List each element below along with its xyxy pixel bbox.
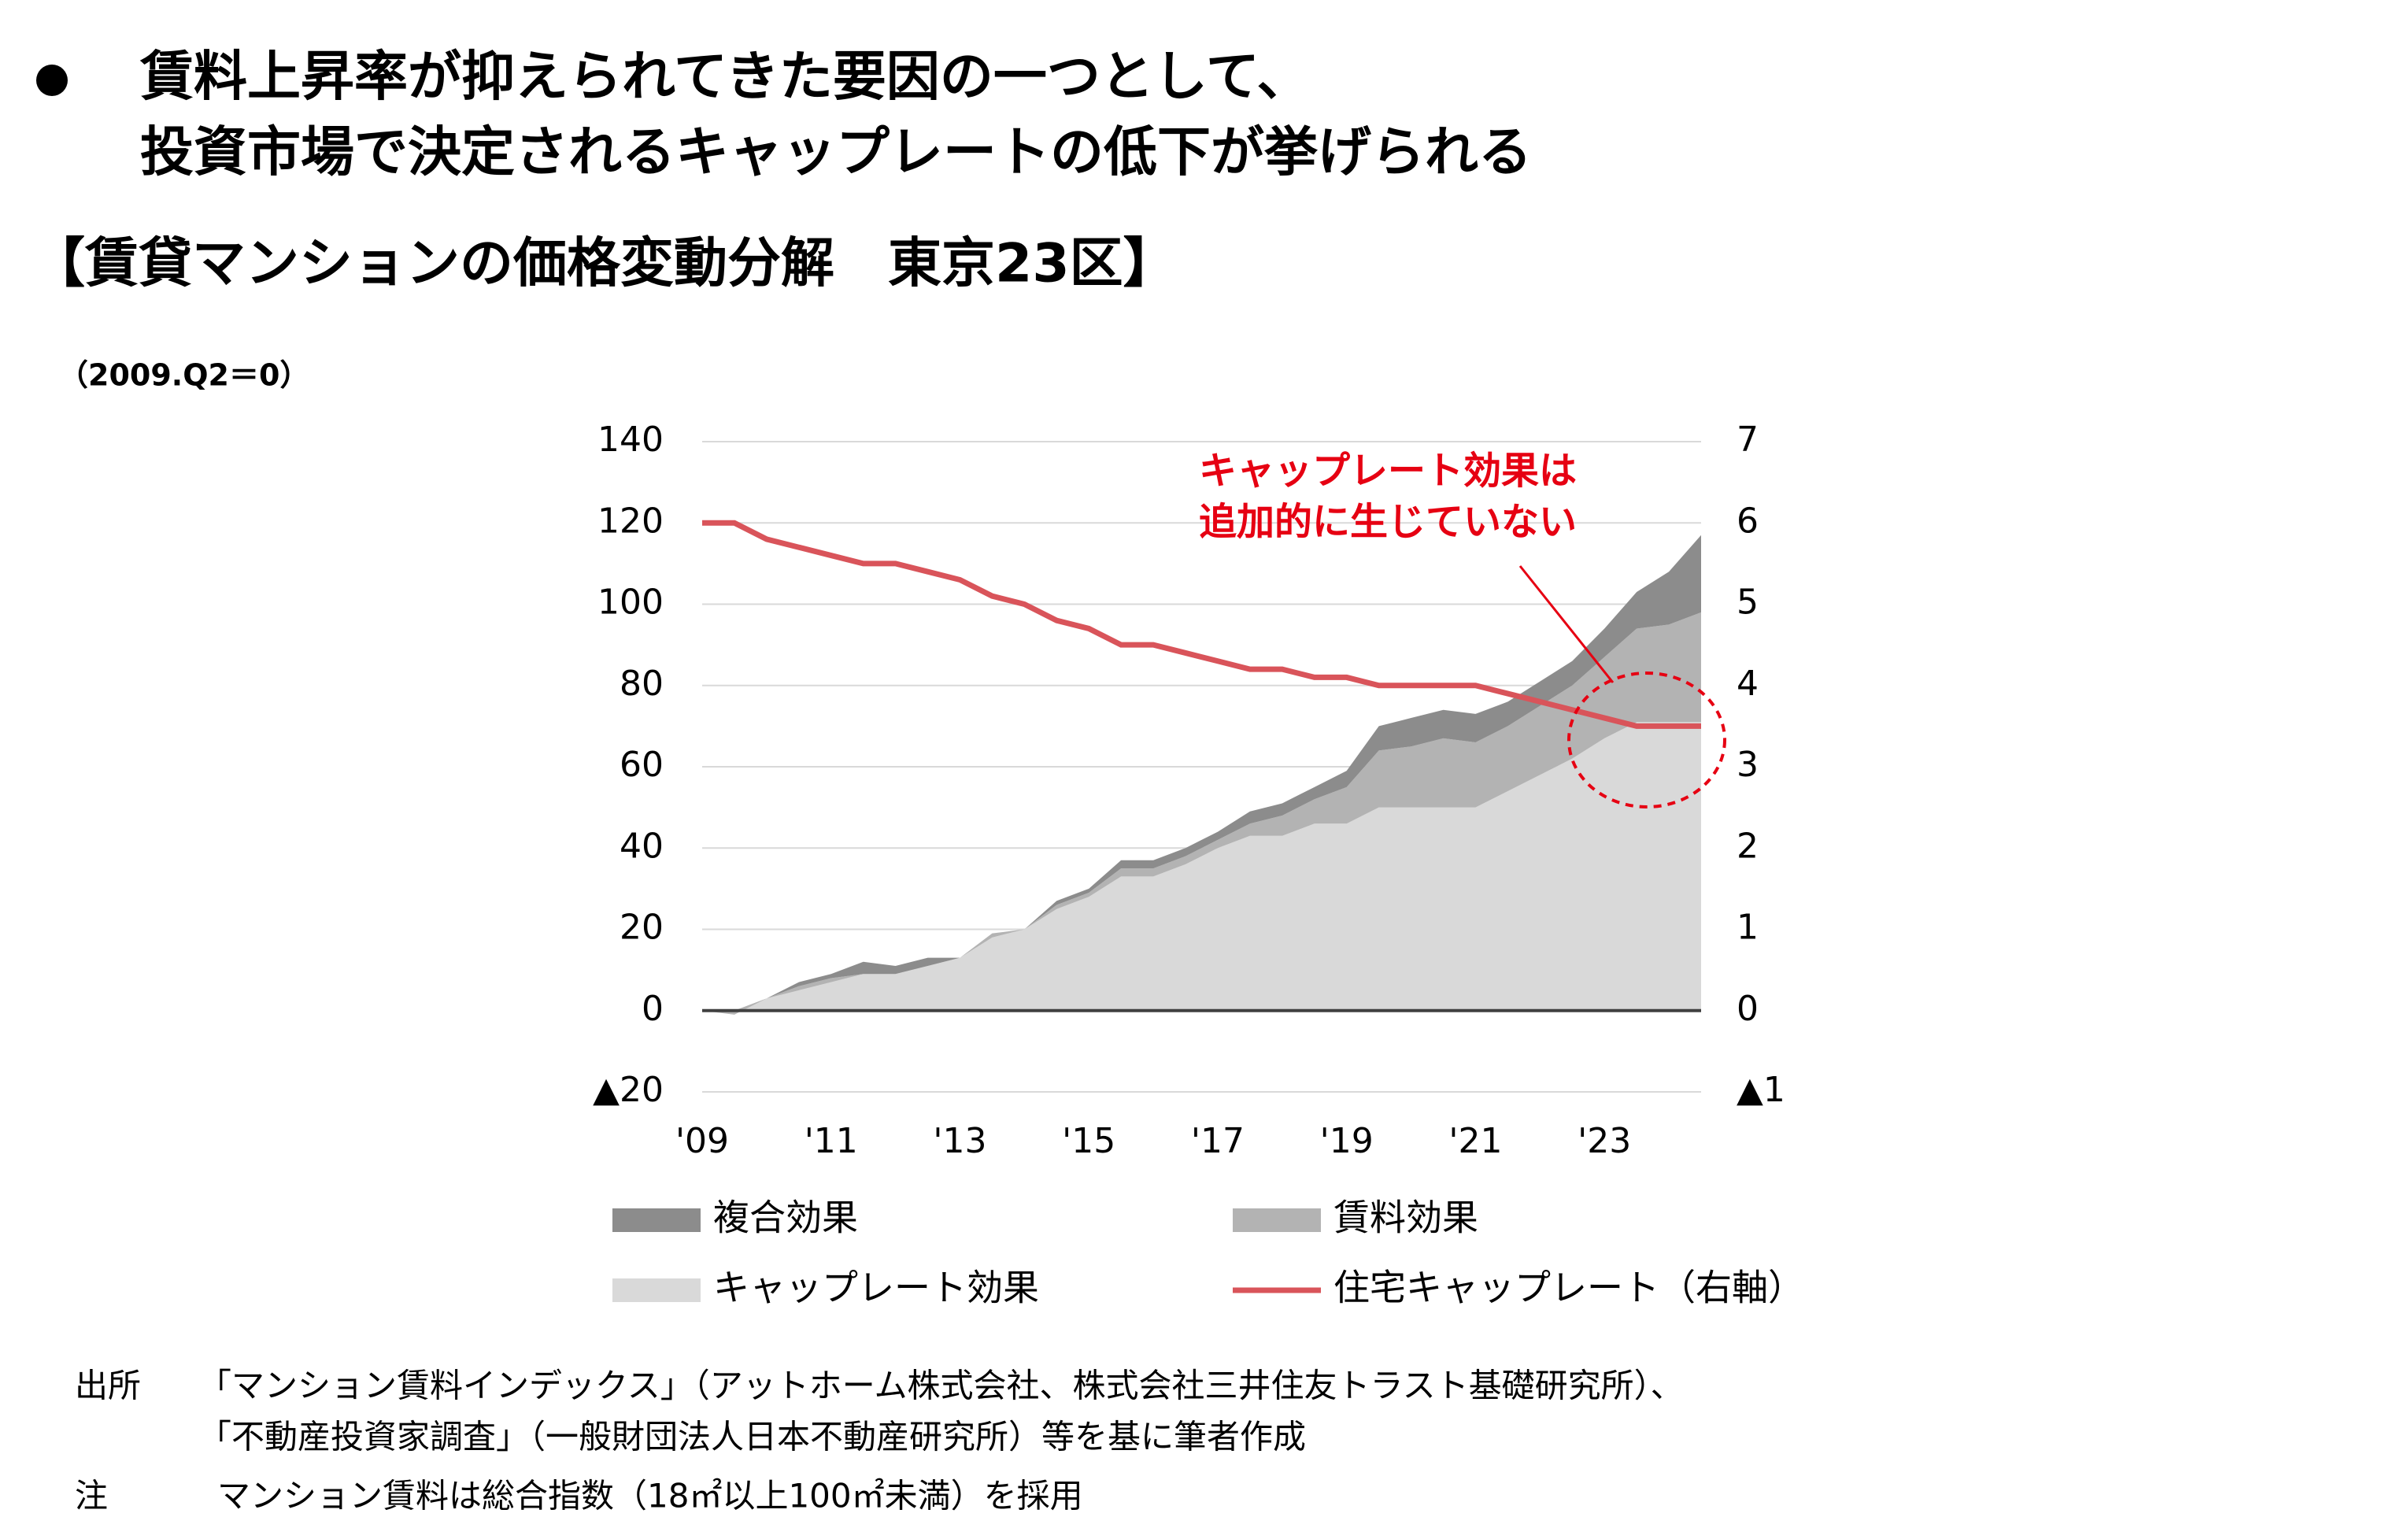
annotation: 追加的に生じていない [1199, 500, 1577, 544]
chart-subtitle: （2009.Q2＝0） [58, 358, 309, 393]
highlight-circle [1567, 672, 1726, 808]
y2-tick-label: 0 [1737, 989, 1759, 1029]
bullet [36, 65, 68, 96]
y2-tick-label: 4 [1737, 664, 1759, 704]
y-tick-label: 60 [620, 745, 664, 785]
note-label: 出所 [75, 1367, 141, 1405]
plot: ▲20 0 20 40 60 80 100 120 140 ▲1 0 1 2 3 4 5 6 7 '09 '11 '13… [593, 420, 1804, 1309]
y-tick-label: 100 [597, 583, 664, 623]
x-tick-label: '09 [675, 1121, 729, 1161]
y2-tick-label: 3 [1737, 745, 1759, 785]
area [702, 722, 1701, 1011]
legend-label: 複合効果 [713, 1197, 858, 1239]
legend-swatch [1233, 1208, 1321, 1232]
legend-swatch [612, 1278, 701, 1302]
note-text: 「不動産投資家調査」（一般財団法人日本不動産研究所）等を基に筆者作成 [198, 1418, 1306, 1456]
line [702, 520, 1701, 729]
note-label: 注 [75, 1477, 108, 1515]
x-tick-label: '19 [1320, 1121, 1374, 1161]
x-tick-label: '15 [1062, 1121, 1115, 1161]
x-tick-label: '13 [933, 1121, 986, 1161]
legend-label: 住宅キャップレート（右軸） [1333, 1267, 1804, 1309]
heading-line: 投資市場で決定されるキャップレートの低下が挙げられる [140, 122, 1532, 184]
note-text: 「マンション賃料インデックス」（アットホーム株式会社、株式会社三井住友トラスト基… [198, 1367, 1684, 1405]
y2-tick-label: ▲1 [1737, 1070, 1785, 1110]
x-tick-label: '21 [1448, 1121, 1502, 1161]
y-tick-label: 140 [597, 420, 664, 460]
y2-tick-label: 2 [1737, 826, 1759, 866]
legend-swatch [612, 1208, 701, 1232]
x-tick-label: '11 [805, 1121, 858, 1161]
y-tick-label: 120 [597, 501, 664, 541]
heading-line: 賃料上昇率が抑えられてきた要因の一つとして、 [139, 46, 1310, 109]
x-tick-label: '23 [1578, 1121, 1631, 1161]
y-tick-label: ▲20 [593, 1070, 664, 1110]
y-tick-label: 20 [620, 908, 664, 948]
y2-tick-label: 1 [1737, 908, 1759, 948]
y-tick-label: 0 [642, 989, 664, 1029]
annotation-connector [1518, 565, 1615, 683]
annotation: キャップレート効果は [1199, 449, 1577, 493]
legend-label: 賃料効果 [1333, 1197, 1478, 1239]
y2-tick-label: 6 [1737, 501, 1759, 541]
chart-title: 【賃貸マンションの価格変動分解 東京23区】 [31, 233, 1177, 295]
legend-label: キャップレート効果 [713, 1267, 1039, 1309]
y2-tick-label: 5 [1737, 583, 1759, 623]
y2-tick-label: 7 [1737, 420, 1759, 460]
note-text: マンション賃料は総合指数（18㎡以上100㎡未満）を採用 [217, 1477, 1083, 1515]
y-tick-label: 80 [620, 664, 664, 704]
y-tick-label: 40 [620, 826, 664, 866]
x-tick-label: '17 [1191, 1121, 1245, 1161]
